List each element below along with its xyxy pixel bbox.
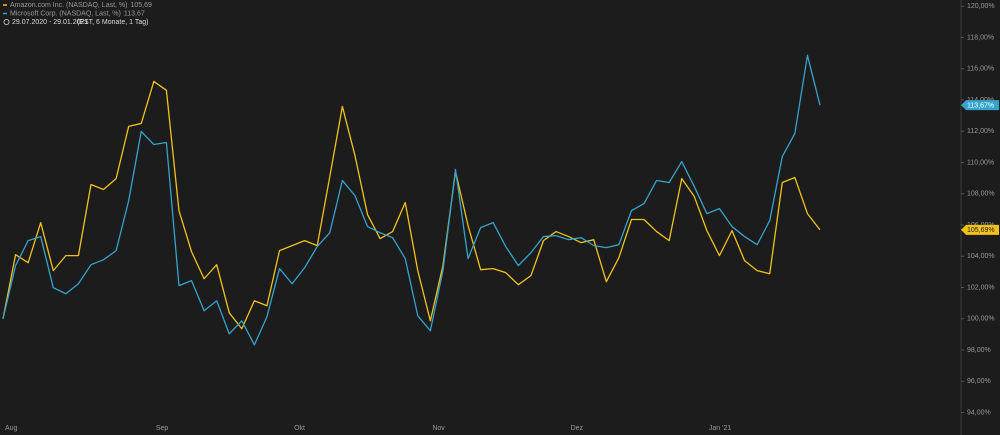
x-tick-label: Nov: [432, 425, 445, 432]
y-tick-label: 112,00%: [967, 128, 994, 135]
y-tick-label: 120,00%: [967, 3, 995, 10]
value-tag-label: 113,67%: [967, 103, 994, 110]
legend-value: 105,69: [130, 2, 152, 9]
x-tick-label: Aug: [5, 425, 18, 432]
y-tick-label: 98,00%: [967, 347, 991, 354]
y-tick-label: 100,00%: [967, 316, 995, 323]
x-tick-label: Jan '21: [709, 425, 731, 432]
y-tick-label: 102,00%: [967, 284, 995, 291]
legend-label: Amazon.com Inc. (NASDAQ, Last, %): [10, 2, 127, 9]
x-tick-label: Dez: [571, 425, 584, 432]
y-tick-label: 108,00%: [967, 191, 995, 198]
y-tick-label: 96,00%: [967, 378, 991, 385]
series-line: [2, 80, 821, 330]
x-tick-label: Sep: [156, 425, 169, 432]
y-tick-label: 116,00%: [967, 66, 994, 73]
series-line: [2, 54, 821, 346]
value-tag: [961, 224, 999, 235]
value-tag: [961, 100, 999, 111]
value-tag-label: 105,69%: [967, 227, 995, 234]
legend-label: Microsoft Corp. (NASDAQ, Last, %): [10, 10, 121, 17]
legend-value: 113,67: [124, 10, 145, 17]
period: 29.07.2020 - 29.01.2021: [12, 19, 88, 26]
y-tick-label: 110,00%: [967, 159, 994, 166]
period-info: (EST, 6 Monate, 1 Tag): [77, 19, 148, 26]
y-tick-label: 118,00%: [967, 34, 994, 41]
x-tick-label: Okt: [294, 425, 305, 432]
y-tick-label: 94,00%: [967, 409, 991, 416]
y-tick-label: 104,00%: [967, 253, 995, 260]
clock-icon: [3, 18, 10, 25]
